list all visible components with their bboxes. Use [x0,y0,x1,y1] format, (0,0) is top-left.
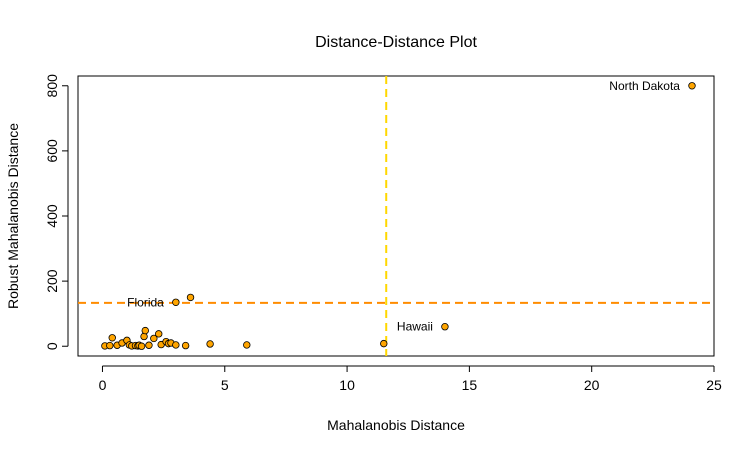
data-point [688,82,696,90]
x-axis-label: Mahalanobis Distance [327,417,465,433]
y-tick-label: 400 [44,204,60,228]
y-axis: 0 200 400 600 800 [44,74,69,350]
chart-title: Distance-Distance Plot [315,34,477,51]
y-axis-label: Robust Mahalanobis Distance [5,123,21,309]
point-labels: Florida Hawaii North Dakota [127,79,680,334]
data-point [140,332,148,341]
data-point [155,330,163,338]
data-point [137,342,146,350]
data-point [186,293,195,302]
x-axis: 0 5 10 15 20 25 [99,365,722,393]
x-tick-label: 25 [706,377,722,393]
plot-frame [77,75,715,357]
y-tick-label: 0 [44,342,60,350]
cutoff-lines [78,76,714,356]
data-point [108,334,116,342]
y-tick-label: 800 [44,74,60,98]
data-point [380,339,388,348]
y-tick-label: 600 [44,139,60,163]
data-point [172,341,180,349]
data-point [206,340,214,348]
data-point [243,341,251,349]
data-point [141,326,149,335]
data-point [172,298,180,306]
data-point [106,341,114,350]
x-tick-label: 20 [584,377,600,393]
point-label: North Dakota [609,79,680,93]
x-tick-label: 15 [462,377,478,393]
data-point [150,334,158,343]
y-tick-label: 200 [44,269,60,293]
data-point [181,341,190,350]
point-label: Florida [127,295,164,309]
data-point [145,341,153,349]
point-label: Hawaii [397,320,433,334]
data-points [101,82,696,350]
x-tick-label: 5 [221,377,229,393]
data-point [441,322,449,331]
x-tick-label: 0 [99,377,107,393]
x-tick-label: 10 [339,377,355,393]
